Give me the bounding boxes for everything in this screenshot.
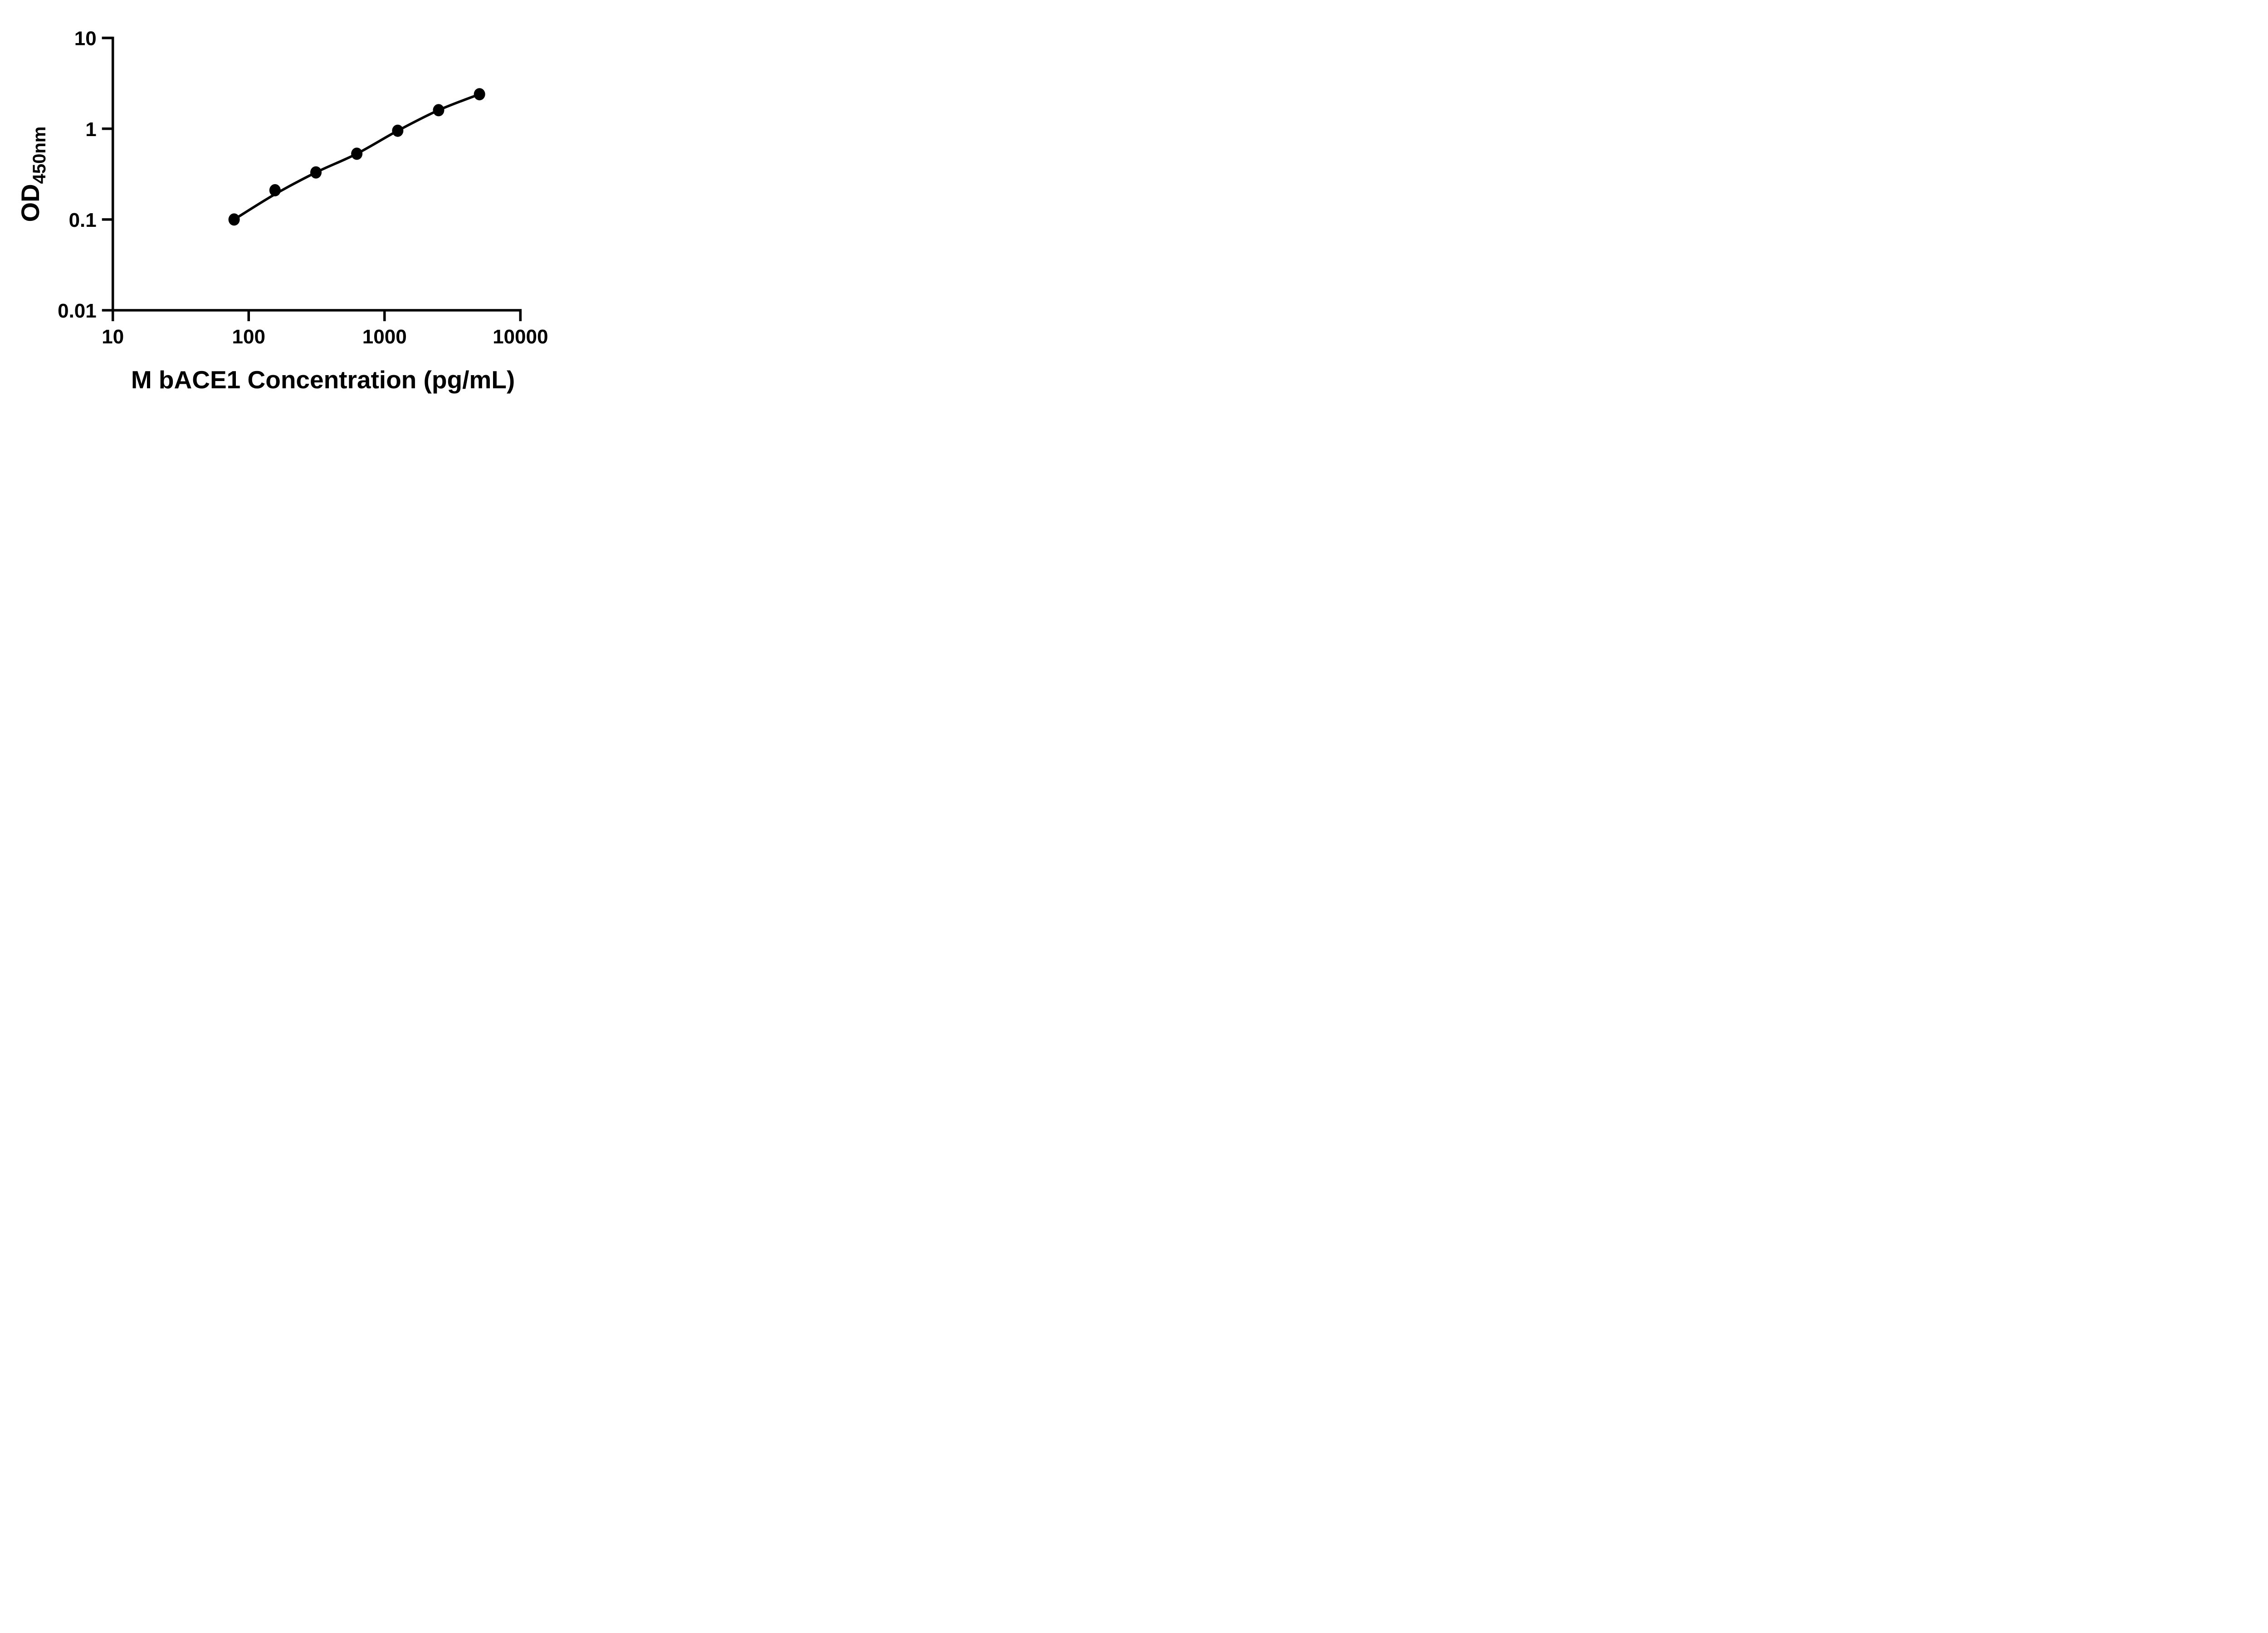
y-tick-label: 10 (74, 28, 97, 50)
series-layer (228, 88, 485, 226)
x-axis-title: M bACE1 Concentration (pg/mL) (131, 366, 515, 394)
y-axis-title: OD450nm (16, 127, 49, 222)
data-point-marker (310, 166, 322, 179)
data-point-marker (228, 213, 240, 226)
standard-curve-figure: 10 1 0.1 0.01 10 100 1000 10000 M bACE1 Concent… (0, 0, 583, 408)
y-tick-label: 1 (85, 118, 96, 141)
data-point-marker (351, 147, 363, 160)
x-tick-label: 10000 (493, 326, 548, 348)
data-point-marker (433, 104, 445, 117)
axes-layer (102, 36, 522, 322)
ticks-layer (102, 36, 522, 322)
x-tick-label: 100 (232, 326, 265, 348)
y-axis-title-subscript: 450nm (29, 127, 49, 184)
y-tick-label: 0.1 (69, 209, 97, 231)
x-tick-label: 1000 (362, 326, 407, 348)
data-point-marker (392, 124, 404, 137)
data-point-marker (269, 184, 281, 196)
axis-spine (102, 36, 522, 322)
data-point-marker (474, 88, 485, 101)
x-tick-label: 10 (102, 326, 124, 348)
y-axis-title-main: OD (16, 184, 44, 222)
y-tick-label: 0.01 (58, 300, 97, 322)
